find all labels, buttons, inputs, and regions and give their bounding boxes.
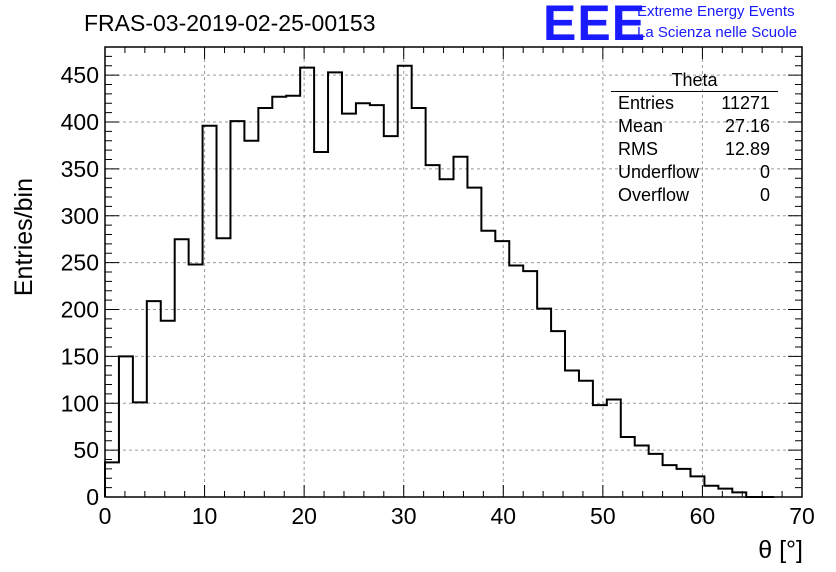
stats-label: Entries [618,93,675,113]
x-tick-label: 60 [690,503,716,529]
y-tick-label: 50 [73,437,99,463]
histogram-series [104,64,775,498]
x-axis-label: θ [°] [758,536,803,564]
x-tick-label: 70 [789,503,815,529]
logo-text-line1: Extreme Energy Events [637,3,795,20]
stats-value: 0 [759,185,770,205]
grid-lines [105,47,802,497]
y-tick-label: 450 [61,62,99,88]
x-tick-label: 40 [490,503,516,529]
stats-label: RMS [618,139,658,159]
y-axis-label: Entries/bin [10,178,38,296]
y-tick-label: 300 [61,203,99,229]
stats-title: Theta [611,70,778,92]
eee-logo: EEE [543,0,647,51]
x-tick-label: 50 [590,503,616,529]
stats-row-mean: Mean 27.16 [611,115,778,138]
stats-row-underflow: Underflow 0 [611,161,778,184]
stats-label: Underflow [618,162,700,182]
y-tick-label: 200 [61,297,99,323]
x-tick-label: 0 [99,503,112,529]
stats-row-rms: RMS 12.89 [611,138,778,161]
y-tick-label: 400 [61,109,99,135]
y-tick-label: 350 [61,156,99,182]
y-tick-label: 150 [61,343,99,369]
logo-text-line2: La Scienza nelle Scuole [637,24,798,41]
stats-label: Overflow [618,185,690,205]
stats-label: Mean [618,116,664,136]
x-tick-label: 20 [291,503,317,529]
y-tick-label: 100 [61,390,99,416]
stats-value: 12.89 [724,139,770,159]
stats-value: 27.16 [724,116,770,136]
x-tick-label: 10 [192,503,218,529]
axis-ticks [104,46,803,498]
stats-value: 0 [759,162,770,182]
x-tick-label: 30 [391,503,417,529]
axis-tick-labels: 0 10 20 30 40 50 60 70 0 50 100 150 200 250 300 350 400 4… [61,62,815,529]
stats-value: 11271 [721,93,770,113]
stats-row-entries: Entries 11271 [611,92,778,115]
y-tick-label: 0 [86,484,99,510]
chart-title: FRAS-03-2019-02-25-00153 [84,10,376,36]
y-tick-label: 250 [61,250,99,276]
statistics-box: Theta Entries 11271 Mean 27.16 RMS 12.89 Un… [611,70,778,207]
stats-row-overflow: Overflow 0 [611,184,778,207]
